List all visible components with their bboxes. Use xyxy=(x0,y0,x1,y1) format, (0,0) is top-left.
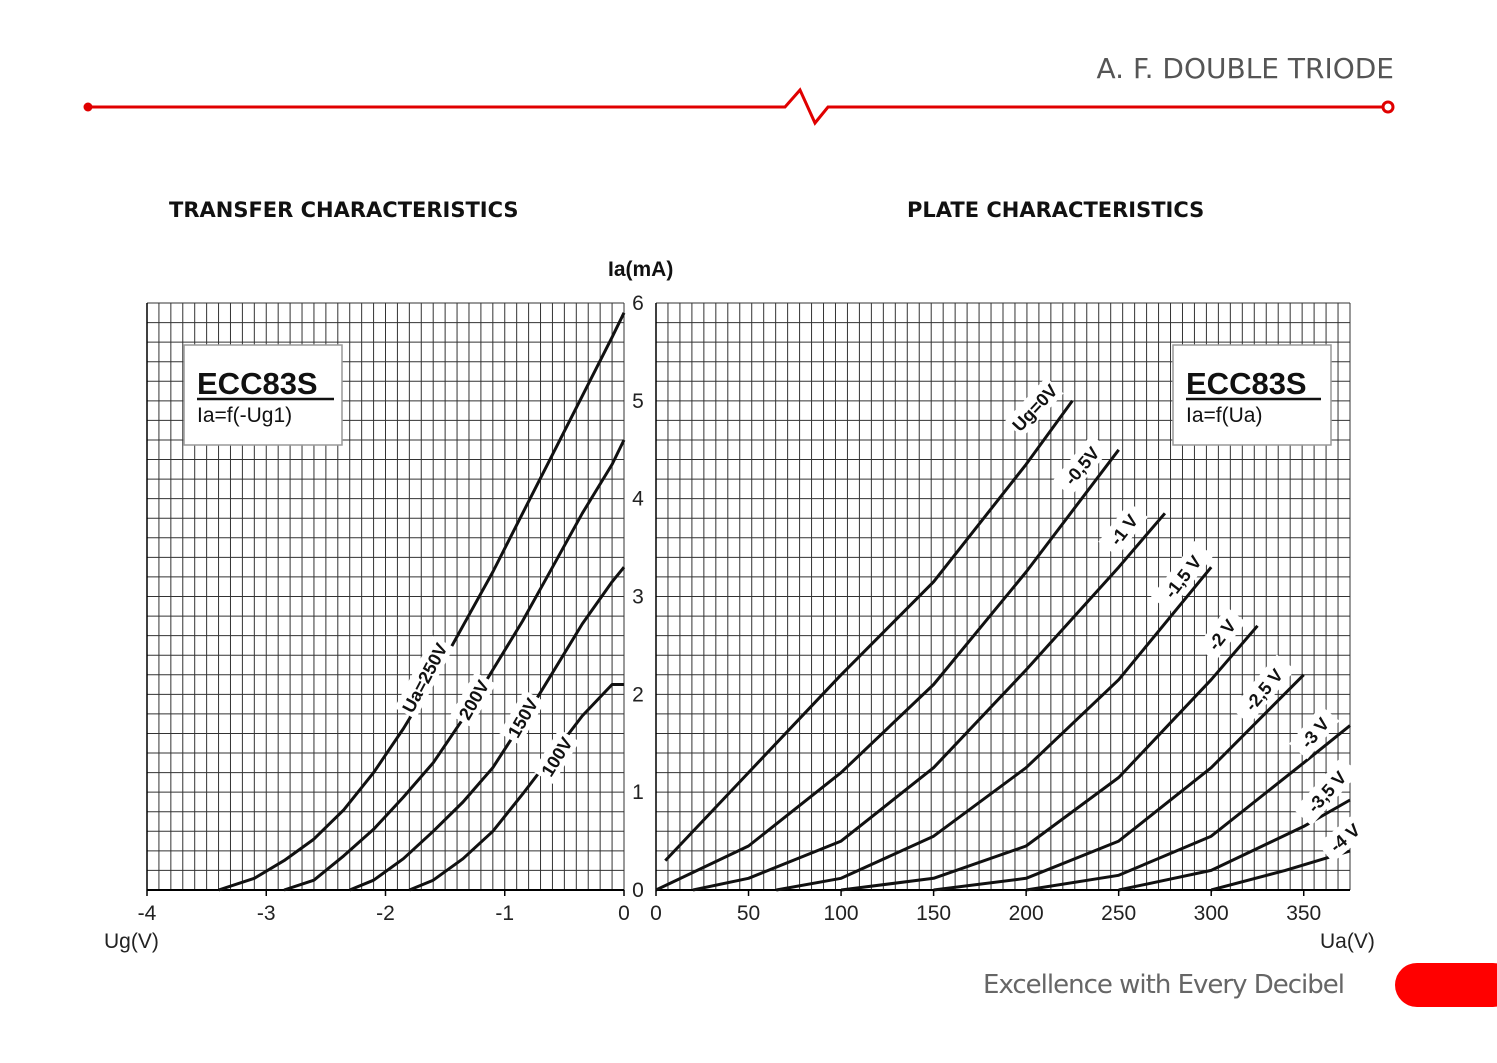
header-title: A. F. DOUBLE TRIODE xyxy=(1096,52,1394,85)
transfer-chart-legend-box: ECC83S Ia=f(-Ug1) xyxy=(183,344,343,446)
x-tick-label: 300 xyxy=(1194,902,1229,925)
series-line xyxy=(664,399,1074,862)
x-tick-label: -1 xyxy=(495,902,514,925)
header-rule-start-dot xyxy=(83,102,93,112)
plate-chart-title: PLATE CHARACTERISTICS xyxy=(907,198,1205,222)
x-tick-label: 350 xyxy=(1286,902,1321,925)
series-line xyxy=(1025,724,1351,892)
plate-chart-series xyxy=(655,399,1351,892)
series-label: 100V xyxy=(532,728,580,785)
series-label: -2 V xyxy=(1196,607,1247,662)
plate-chart-legend-box: ECC83S Ia=f(Ua) xyxy=(1172,344,1332,446)
plate-chart-series-labels: Ug=0V-0,5V-1 V-1,5 V-2 V-2,5 V-3 V-3,5 V… xyxy=(1004,377,1372,863)
series-label: 150V xyxy=(499,689,546,746)
series-line xyxy=(692,512,1167,892)
series-line xyxy=(408,683,624,892)
x-tick-label: -4 xyxy=(138,902,157,925)
y-tick-label: 5 xyxy=(632,390,644,413)
series-label-bg xyxy=(1004,377,1064,438)
y-tick-label: 0 xyxy=(632,879,644,902)
series-label-bg xyxy=(1150,541,1214,612)
series-label-bg xyxy=(1288,705,1340,760)
x-tick-label: -2 xyxy=(376,902,395,925)
transfer-chart-title: TRANSFER CHARACTERISTICS xyxy=(169,198,519,222)
transfer-box-title: ECC83S xyxy=(197,366,318,401)
series-line xyxy=(933,673,1305,892)
plate-box-subtitle: Ia=f(Ua) xyxy=(1186,404,1262,427)
series-line xyxy=(349,566,626,892)
series-label-bg xyxy=(1196,607,1247,662)
x-tick-label: 150 xyxy=(916,902,951,925)
series-label-bg xyxy=(532,728,580,785)
x-tick-label: 0 xyxy=(650,902,662,925)
x-tick-label: -3 xyxy=(257,902,276,925)
x-tick-label: 200 xyxy=(1009,902,1044,925)
plate-x-axis-label: Ua(V) xyxy=(1320,930,1375,953)
series-label-bg xyxy=(1317,811,1372,863)
x-tick-label: 0 xyxy=(618,902,630,925)
footer-tagline: Excellence with Every Decibel xyxy=(983,970,1345,1000)
series-label-bg xyxy=(1293,756,1359,826)
transfer-chart-ticks: -4 -3 -2 -1 00 1 2 3 4 5 6 xyxy=(138,292,645,925)
y-tick-label: 1 xyxy=(632,781,644,804)
series-label: -0,5V xyxy=(1052,434,1110,497)
series-line xyxy=(655,448,1120,892)
header-rule-end-dot xyxy=(1381,100,1395,114)
series-label-bg xyxy=(499,689,546,746)
plate-box-title: ECC83S xyxy=(1186,366,1307,401)
y-axis-label: Ia(mA) xyxy=(608,258,673,281)
transfer-x-axis-label: Ug(V) xyxy=(104,930,159,953)
plate-chart-grid xyxy=(655,302,1351,891)
series-line xyxy=(1118,798,1351,892)
y-tick-label: 6 xyxy=(632,292,644,315)
series-line xyxy=(776,566,1213,892)
y-tick-label: 2 xyxy=(632,683,644,706)
series-label: Ug=0V xyxy=(1004,377,1064,438)
series-label: -4 V xyxy=(1317,811,1372,863)
header-rule xyxy=(83,87,1395,126)
series-label-bg xyxy=(450,671,497,728)
transfer-chart-grid xyxy=(146,302,625,891)
y-tick-label: 3 xyxy=(632,586,644,609)
series-line xyxy=(840,624,1259,892)
series-line xyxy=(1210,849,1351,892)
x-tick-label: 100 xyxy=(824,902,859,925)
series-label-bg xyxy=(1052,434,1110,497)
y-tick-label: 4 xyxy=(632,488,644,511)
series-label-bg xyxy=(1231,654,1296,725)
x-tick-label: 250 xyxy=(1101,902,1136,925)
footer-accent-pill xyxy=(1395,963,1497,1007)
plate-chart-ticks: 0 50 100 150 200 250 300 350 xyxy=(650,890,1321,925)
x-tick-label: 50 xyxy=(737,902,760,925)
series-label-bg xyxy=(394,635,454,720)
series-label: -1 V xyxy=(1098,502,1149,557)
plate-chart: Ug=0V-0,5V-1 V-1,5 V-2 V-2,5 V-3 V-3,5 V… xyxy=(650,302,1375,953)
series-label-bg xyxy=(1098,502,1149,557)
series-line xyxy=(283,439,626,892)
transfer-box-subtitle: Ia=f(-Ug1) xyxy=(197,404,292,427)
